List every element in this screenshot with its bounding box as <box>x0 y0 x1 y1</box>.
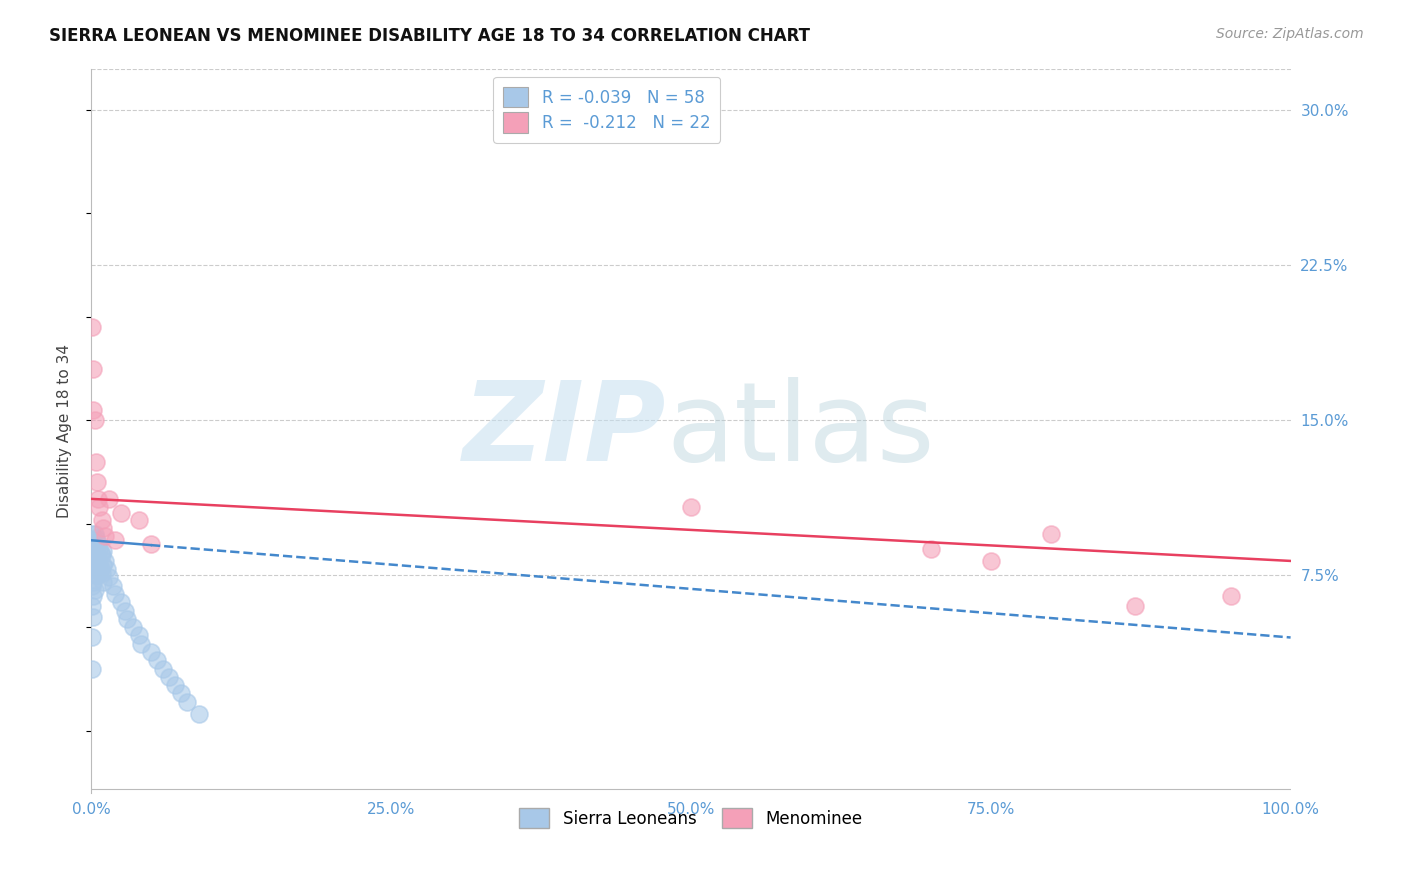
Text: atlas: atlas <box>666 377 935 484</box>
Point <box>82 661 104 675</box>
Point <box>920 541 942 556</box>
Point <box>90 512 112 526</box>
Point <box>83 527 105 541</box>
Point <box>131 637 153 651</box>
Point <box>176 695 198 709</box>
Point <box>110 506 132 520</box>
Point <box>114 604 136 618</box>
Point <box>83 582 105 597</box>
Point <box>128 628 150 642</box>
Point <box>139 645 162 659</box>
Point <box>86 475 108 490</box>
Point <box>82 533 104 548</box>
Point <box>980 554 1002 568</box>
Point <box>82 552 104 566</box>
Point <box>104 587 127 601</box>
Text: SIERRA LEONEAN VS MENOMINEE DISABILITY AGE 18 TO 34 CORRELATION CHART: SIERRA LEONEAN VS MENOMINEE DISABILITY A… <box>49 27 810 45</box>
Point <box>87 568 110 582</box>
Point <box>101 579 124 593</box>
Point <box>110 595 132 609</box>
Point <box>89 546 111 560</box>
Point <box>84 531 107 545</box>
Point <box>82 361 104 376</box>
Point <box>82 558 104 572</box>
Point <box>157 670 180 684</box>
Point <box>90 548 112 562</box>
Point <box>94 529 117 543</box>
Point <box>1219 589 1241 603</box>
Point <box>82 609 104 624</box>
Point <box>679 500 702 515</box>
Point <box>83 413 105 427</box>
Point <box>91 543 114 558</box>
Point <box>97 491 120 506</box>
Point <box>82 574 104 589</box>
Point <box>146 653 169 667</box>
Point <box>139 537 162 551</box>
Point <box>87 552 110 566</box>
Legend: Sierra Leoneans, Menominee: Sierra Leoneans, Menominee <box>513 801 869 835</box>
Point <box>87 491 110 506</box>
Point <box>82 320 104 334</box>
Point <box>90 566 112 581</box>
Point <box>83 548 105 562</box>
Point <box>91 558 114 572</box>
Point <box>115 612 138 626</box>
Point <box>82 541 104 556</box>
Point <box>163 678 186 692</box>
Point <box>87 537 110 551</box>
Point <box>86 562 108 576</box>
Text: ZIP: ZIP <box>463 377 666 484</box>
Point <box>83 537 105 551</box>
Point <box>82 548 104 562</box>
Point <box>152 661 174 675</box>
Point <box>170 686 193 700</box>
Point <box>91 574 114 589</box>
Point <box>82 599 104 614</box>
Point <box>82 403 104 417</box>
Point <box>89 500 111 515</box>
Point <box>82 589 104 603</box>
Point <box>89 562 111 576</box>
Point <box>82 537 104 551</box>
Point <box>89 541 111 556</box>
Point <box>82 562 104 576</box>
Point <box>82 579 104 593</box>
Point <box>122 620 145 634</box>
Point <box>84 541 107 556</box>
Point <box>96 562 118 576</box>
Point <box>1123 599 1146 614</box>
Point <box>83 562 105 576</box>
Point <box>82 631 104 645</box>
Point <box>94 554 117 568</box>
Point <box>104 533 127 548</box>
Point <box>187 706 209 721</box>
Text: Source: ZipAtlas.com: Source: ZipAtlas.com <box>1216 27 1364 41</box>
Point <box>86 535 108 549</box>
Point <box>89 558 111 572</box>
Point <box>82 527 104 541</box>
Y-axis label: Disability Age 18 to 34: Disability Age 18 to 34 <box>58 343 72 517</box>
Point <box>84 554 107 568</box>
Point <box>86 548 108 562</box>
Point <box>128 512 150 526</box>
Point <box>84 455 107 469</box>
Point <box>91 521 114 535</box>
Point <box>1039 527 1062 541</box>
Point <box>84 568 107 582</box>
Point <box>97 570 120 584</box>
